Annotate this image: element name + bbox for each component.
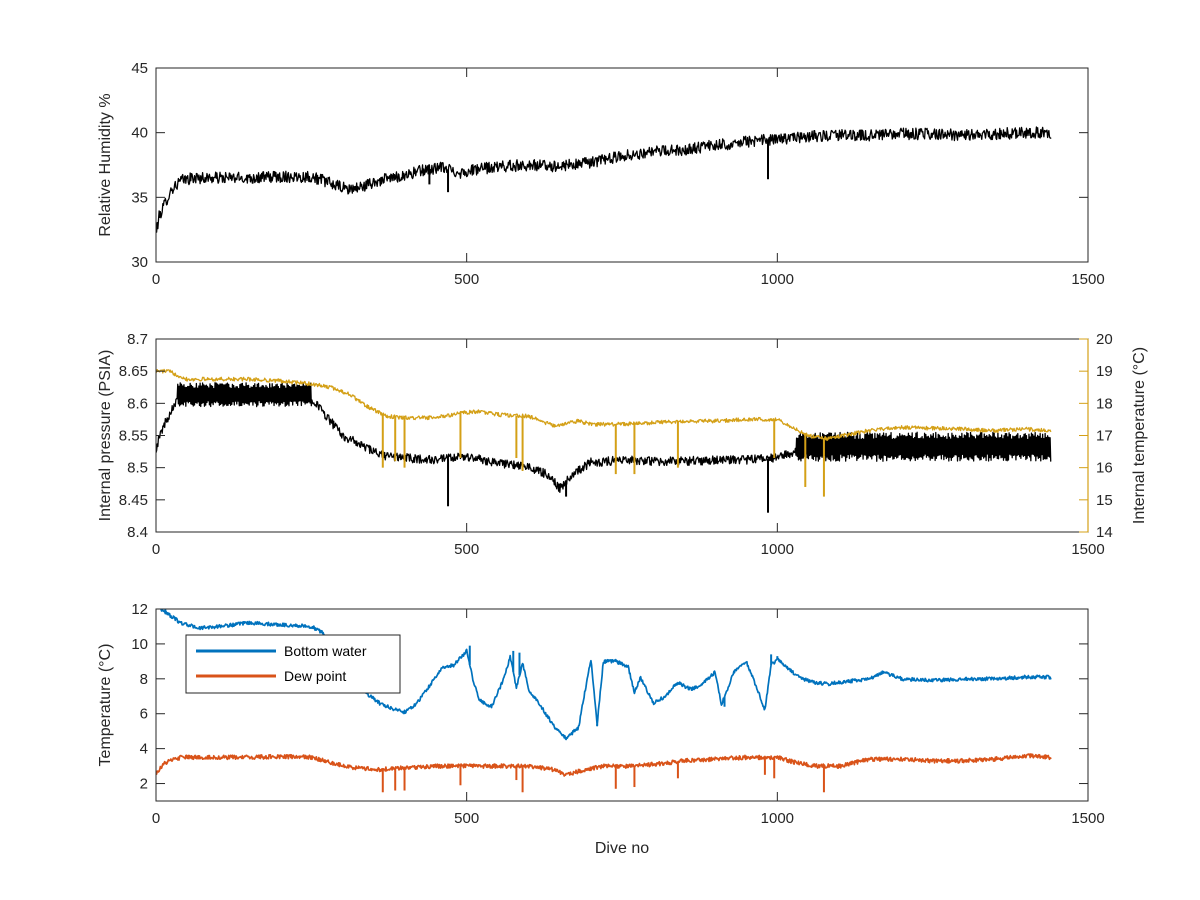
y-axis-label: Temperature (°C) [97,644,114,767]
y2-tick-label: 16 [1096,460,1113,477]
chart-internal-pressure-temperature: 0 500 1000 1500 8.4 8.45 8.5 8.55 8.6 8.65 8.7 14 15… [97,331,1148,558]
y-tick-label: 40 [131,125,148,142]
y-tick-label: 35 [131,189,148,206]
series-line-bottom-water [157,609,1052,741]
legend-box [185,634,401,694]
y-tick-label: 2 [140,776,148,793]
x-axis-label: Dive no [595,840,649,857]
x-tick-label: 1500 [1071,810,1104,827]
legend-label-bottom-water: Bottom water [284,643,367,659]
series-line-series-2 [156,368,1052,442]
legend: Bottom water Dew point [185,634,401,694]
y-tick-label: 8.4 [127,524,148,541]
y2-tick-label: 20 [1096,331,1113,348]
chart-bottom-water-dew-point: 0 500 1000 1500 2 4 6 8 10 12 Temperature (°C) Dive… [97,601,1105,857]
y-tick-label: 8 [140,671,148,688]
x-tick-label: 1000 [761,810,794,827]
y-axis-label: Internal pressure (PSIA) [97,350,114,522]
y-tick-label: 30 [131,254,148,271]
chart-relative-humidity: 0 500 1000 1500 30 35 40 45 Relative Humidity % [97,60,1105,288]
axes-box [155,67,1089,263]
x-tick-label: 0 [152,271,160,288]
y2-tick-label: 17 [1096,428,1113,445]
y2-tick-label: 15 [1096,492,1113,509]
x-tick-label: 1500 [1071,541,1104,558]
y2-tick-label: 18 [1096,395,1113,412]
y-tick-label: 4 [140,741,148,758]
x-tick-label: 0 [152,541,160,558]
y2-axis-label: Internal temperature (°C) [1131,347,1148,524]
legend-label-dew-point: Dew point [284,668,346,684]
x-tick-label: 1000 [761,271,794,288]
y-tick-label: 12 [131,601,148,618]
x-tick-label: 1500 [1071,271,1104,288]
y-tick-label: 8.65 [119,363,148,380]
y-tick-label: 6 [140,706,148,723]
series-line-dew-point [156,753,1052,777]
y-tick-label: 8.5 [127,460,148,477]
x-tick-label: 1000 [761,541,794,558]
y2-tick-label: 19 [1096,363,1113,380]
x-tick-label: 500 [454,271,479,288]
plot-area [156,368,1052,513]
y-tick-label: 8.55 [119,428,148,445]
y-tick-label: 45 [131,60,148,77]
y-tick-label: 8.6 [127,395,148,412]
y-axis-label: Relative Humidity % [97,93,114,236]
axes-box [155,608,1089,802]
series-line-series-1 [156,126,1052,233]
y-tick-label: 8.7 [127,331,148,348]
plot-area [156,609,1052,793]
x-tick-label: 0 [152,810,160,827]
x-tick-label: 500 [454,810,479,827]
plot-area [156,126,1052,233]
series-line-series-1 [156,382,1052,493]
x-tick-label: 500 [454,541,479,558]
y2-tick-label: 14 [1096,524,1113,541]
y-tick-label: 8.45 [119,492,148,509]
y-tick-label: 10 [131,636,148,653]
